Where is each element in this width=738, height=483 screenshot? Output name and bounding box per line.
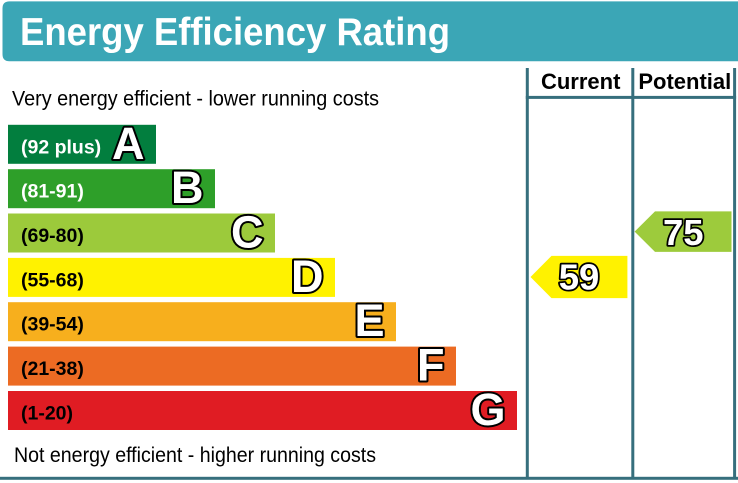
svg-text:(39-54): (39-54) [21, 314, 84, 336]
svg-text:Energy Efficiency Rating: Energy Efficiency Rating [20, 11, 450, 54]
svg-text:Very energy efficient - lower: Very energy efficient - lower running co… [12, 87, 379, 110]
svg-text:B: B [171, 162, 204, 213]
svg-text:(81-91): (81-91) [21, 181, 84, 203]
svg-text:E: E [354, 295, 384, 346]
svg-text:(1-20): (1-20) [21, 403, 73, 425]
svg-text:Not energy efficient - higher: Not energy efficient - higher running co… [14, 444, 376, 467]
svg-text:Current: Current [541, 69, 621, 94]
svg-text:Potential: Potential [638, 69, 731, 94]
svg-text:D: D [291, 251, 324, 302]
svg-text:(21-38): (21-38) [21, 358, 84, 380]
svg-text:G: G [470, 384, 505, 435]
svg-text:F: F [417, 340, 445, 391]
svg-text:C: C [231, 207, 264, 258]
svg-text:(55-68): (55-68) [21, 269, 84, 291]
svg-text:(69-80): (69-80) [21, 225, 84, 247]
svg-text:A: A [112, 118, 145, 169]
svg-text:59: 59 [559, 257, 600, 298]
svg-text:(92 plus): (92 plus) [21, 136, 101, 158]
svg-text:75: 75 [663, 212, 704, 253]
